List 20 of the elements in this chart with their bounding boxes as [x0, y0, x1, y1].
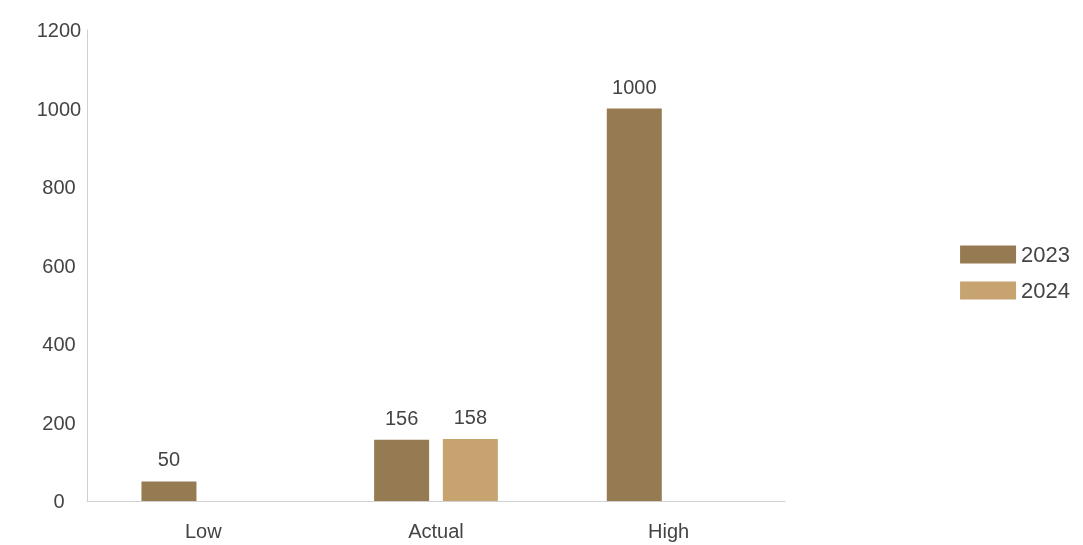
data-label: 156	[384, 406, 419, 429]
y-tick-label: 800	[42, 176, 76, 198]
x-tick-label: Low	[184, 520, 223, 542]
bar	[374, 439, 430, 501]
bar	[442, 438, 498, 501]
y-tick-label: 600	[42, 254, 76, 277]
x-tick-label: Actual	[408, 520, 464, 542]
x-tick-label: High	[648, 520, 690, 542]
data-label: 50	[157, 448, 181, 471]
y-tick-label: 1000	[36, 97, 82, 120]
y-tick-label: 200	[42, 411, 76, 434]
data-label: 158	[453, 405, 488, 428]
data-label: 1000	[612, 75, 657, 98]
y-tick-label: 400	[42, 333, 76, 355]
bar	[141, 481, 197, 501]
bar	[606, 108, 662, 501]
y-tick-label: 0	[53, 490, 65, 512]
legend-label: 2024	[1021, 278, 1071, 303]
legend-label: 2023	[1021, 242, 1071, 267]
y-tick-label: 1200	[36, 19, 82, 41]
